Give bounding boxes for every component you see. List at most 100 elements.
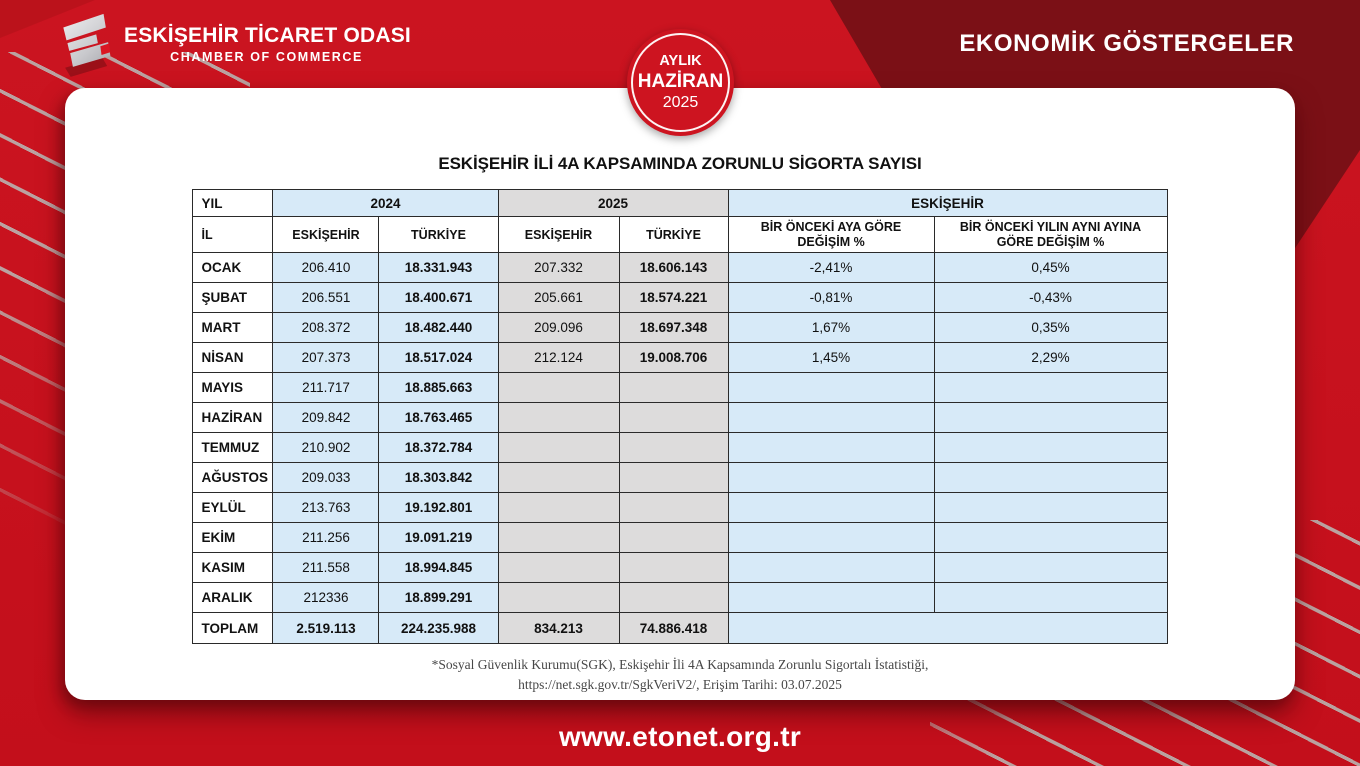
value-cell: 207.332 [497,252,620,283]
value-cell [497,402,620,433]
table-row: MAYIS 211.717 18.885.663 [192,372,1168,403]
content-card: ESKİŞEHİR İLİ 4A KAPSAMINDA ZORUNLU SİGO… [65,88,1295,700]
value-cell [618,432,729,463]
value-cell [727,372,935,403]
month-cell: TEMMUZ [192,432,274,463]
insurance-table: YIL 2024 2025 ESKİŞEHİR İL ESKİŞEHİR TÜR… [192,189,1168,644]
value-cell: 211.558 [272,552,380,583]
header-bar: ESKİŞEHİR TİCARET ODASI CHAMBER OF COMME… [0,0,1360,90]
value-cell: 18.899.291 [378,582,499,613]
month-cell: MAYIS [192,372,274,403]
eto-logo-icon [63,13,111,77]
value-cell: 18.372.784 [378,432,499,463]
value-cell [497,522,620,553]
value-cell: 18.885.663 [378,372,499,403]
value-cell: 2,29% [933,342,1168,373]
value-cell: 205.661 [497,282,620,313]
value-cell [933,522,1168,553]
value-cell [618,582,729,613]
col-group-2025: 2025 [497,189,729,217]
value-cell [933,432,1168,463]
value-cell [497,462,620,493]
col-header-il: İL [192,216,274,253]
value-cell [933,402,1168,433]
value-cell [727,492,935,523]
value-cell: 211.717 [272,372,380,403]
value-cell: 213.763 [272,492,380,523]
value-cell: 18.482.440 [378,312,499,343]
value-cell: 206.410 [272,252,380,283]
total-label-cell: TOPLAM [192,612,274,644]
value-cell: 19.008.706 [618,342,729,373]
value-cell [933,552,1168,583]
source-note-line2: https://net.sgk.gov.tr/SgkVeriV2/, Erişi… [518,676,842,692]
col-group-yil: YIL [192,189,274,217]
value-cell: -2,41% [727,252,935,283]
value-cell: 211.256 [272,522,380,553]
month-cell: EKİM [192,522,274,553]
value-cell: 18.331.943 [378,252,499,283]
value-cell: 209.842 [272,402,380,433]
value-cell: 18.697.348 [618,312,729,343]
table-row: TEMMUZ 210.902 18.372.784 [192,432,1168,463]
value-cell: 206.551 [272,282,380,313]
badge-period-label: AYLIK [659,53,702,69]
value-cell [727,462,935,493]
table-row: OCAK 206.410 18.331.943 207.332 18.606.143 -2… [192,252,1168,283]
value-cell: -0,43% [933,282,1168,313]
table-row: KASIM 211.558 18.994.845 [192,552,1168,583]
badge-year: 2025 [662,94,699,111]
month-cell: AĞUSTOS [192,462,274,493]
value-cell [618,492,729,523]
table-body: OCAK 206.410 18.331.943 207.332 18.606.143 -2… [192,252,1168,644]
value-cell [497,492,620,523]
value-cell: 1,45% [727,342,935,373]
total-value-cell: 74.886.418 [618,612,729,644]
value-cell [497,552,620,583]
total-value-cell: 2.519.113 [272,612,380,644]
table-row: NİSAN 207.373 18.517.024 212.124 19.008.706 1… [192,342,1168,373]
org-name: ESKİŞEHİR TİCARET ODASI [124,24,411,47]
value-cell [497,582,620,613]
col-header-monthly-change: BİR ÖNCEKİ AYA GÖRE DEĞİŞİM % [727,216,935,253]
website-url: www.etonet.org.tr [558,721,802,752]
value-cell: 18.517.024 [378,342,499,373]
value-cell: 18.606.143 [618,252,729,283]
value-cell: 18.763.465 [378,402,499,433]
col-group-eskisehir: ESKİŞEHİR [727,189,1168,217]
value-cell [933,492,1168,523]
value-cell: 209.096 [497,312,620,343]
value-cell [727,402,935,433]
value-cell [933,372,1168,403]
table-title: ESKİŞEHİR İLİ 4A KAPSAMINDA ZORUNLU SİGO… [438,154,922,173]
value-cell [497,432,620,463]
value-cell: 1,67% [727,312,935,343]
value-cell: 0,45% [933,252,1168,283]
value-cell: -0,81% [727,282,935,313]
table-row: ŞUBAT 206.551 18.400.671 205.661 18.574.221-… [192,282,1168,313]
month-cell: ARALIK [192,582,274,613]
logo-text: ESKİŞEHİR TİCARET ODASI CHAMBER OF COMME… [124,24,411,64]
month-cell: MART [192,312,274,343]
value-cell: 209.033 [272,462,380,493]
month-cell: HAZİRAN [192,402,274,433]
value-cell [618,522,729,553]
month-cell: KASIM [192,552,274,583]
table-row: EYLÜL 213.763 19.192.801 [192,492,1168,523]
table-row: AĞUSTOS 209.033 18.303.842 [192,462,1168,493]
value-cell [933,582,1168,613]
col-header-eskisehir-2024: ESKİŞEHİR [272,216,380,253]
col-header-turkiye-2024: TÜRKİYE [378,216,499,253]
value-cell: 212.124 [497,342,620,373]
month-cell: OCAK [192,252,274,283]
value-cell: 208.372 [272,312,380,343]
chamber-logo: ESKİŞEHİR TİCARET ODASI CHAMBER OF COMME… [56,6,411,82]
value-cell: 210.902 [272,432,380,463]
month-cell: EYLÜL [192,492,274,523]
source-note-line1: *Sosyal Güvenlik Kurumu(SGK), Eskişehir … [431,657,929,672]
table-row: HAZİRAN 209.842 18.763.465 [192,402,1168,433]
month-badge: AYLIK HAZİRAN 2025 [627,29,734,136]
total-row: TOPLAM 2.519.113 224.235.988 834.213 74.886.… [192,612,1168,644]
value-cell [727,522,935,553]
